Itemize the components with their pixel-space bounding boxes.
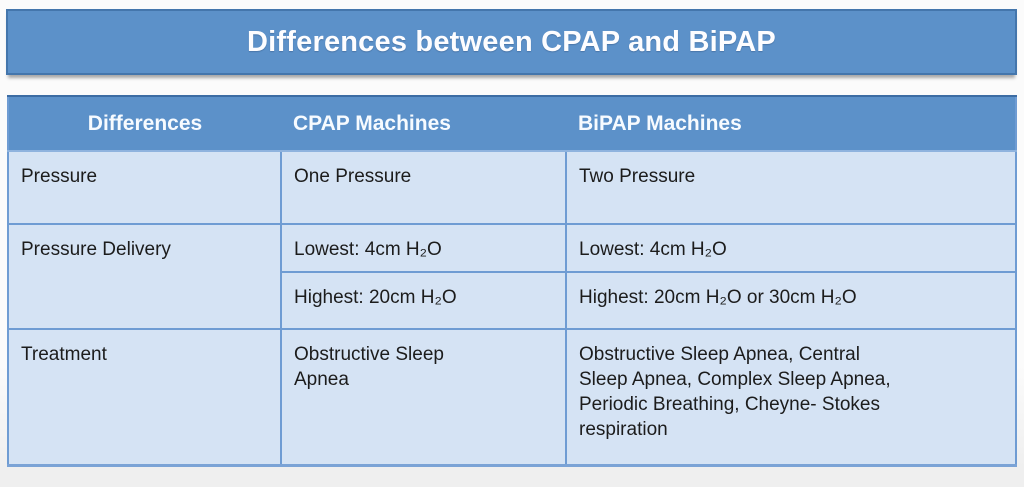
cell-treatment-cpap: Obstructive Sleep Apnea	[280, 328, 567, 467]
table-row-pressure-delivery-highest: Highest: 20cm H₂O Highest: 20cm H₂O or 3…	[8, 271, 1017, 330]
table-row-pressure-delivery-lowest: Pressure Delivery Lowest: 4cm H₂O Lowest…	[7, 223, 1017, 330]
cell-highest-cpap: Highest: 20cm H₂O	[280, 271, 567, 330]
cell-pressure-label: Pressure	[7, 150, 282, 225]
cell-lowest-cpap: Lowest: 4cm H₂O	[280, 223, 567, 273]
cell-pressure-bipap: Two Pressure	[565, 150, 1017, 225]
column-header-bipap: BiPAP Machines	[566, 95, 1016, 152]
treatment-bipap-text: Obstructive Sleep Apnea, Central Sleep A…	[579, 344, 891, 441]
column-header-differences: Differences	[8, 95, 281, 152]
table-row-pressure: Pressure One Pressure Two Pressure	[7, 150, 1017, 225]
table-row-treatment: Treatment Obstructive Sleep Apnea Obstru…	[7, 328, 1017, 467]
comparison-table: Differences CPAP Machines BiPAP Machines…	[7, 95, 1017, 467]
title-banner: Differences between CPAP and BiPAP	[6, 9, 1017, 75]
table-header-row: Differences CPAP Machines BiPAP Machines	[8, 95, 1016, 152]
cell-treatment-bipap: Obstructive Sleep Apnea, Central Sleep A…	[565, 328, 1017, 467]
treatment-cpap-text: Obstructive Sleep Apnea	[294, 344, 444, 391]
cell-pressure-cpap: One Pressure	[280, 150, 567, 225]
cell-pressure-delivery-label: Pressure Delivery	[7, 223, 282, 330]
cell-lowest-bipap: Lowest: 4cm H₂O	[565, 223, 1017, 273]
cell-treatment-label: Treatment	[7, 328, 282, 467]
cell-highest-bipap: Highest: 20cm H₂O or 30cm H₂O	[565, 271, 1017, 330]
page-title: Differences between CPAP and BiPAP	[247, 25, 776, 58]
column-header-cpap: CPAP Machines	[281, 95, 566, 152]
